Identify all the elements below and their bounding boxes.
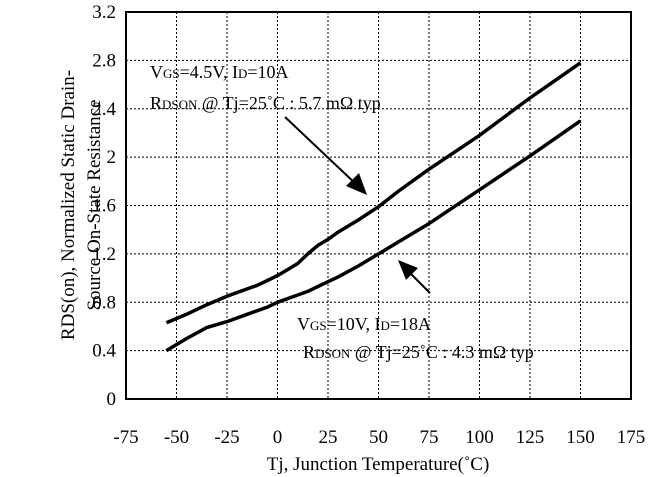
annotation-arrow-1 [284, 116, 367, 195]
annotation-2-line2: RDSON @ Tj=25˚C : 4.3 mΩ typ [303, 342, 534, 362]
y-tick-label: 0.4 [92, 341, 116, 362]
x-tick-label: 100 [465, 427, 494, 448]
y-tick-label: 0.8 [92, 292, 116, 313]
annotation-vgs-4p5: VGS=4.5V, ID=10A RDSON @ Tj=25˚C : 5.7 m… [150, 62, 381, 113]
annotation-vgs-10: VGS=10V, ID=18A RDSON @ Tj=25˚C : 4.3 mΩ… [297, 314, 534, 362]
y-axis-title-line2: Source On-State Resistance [84, 99, 105, 310]
y-tick-label: 3.2 [92, 2, 116, 23]
annotation-1-line2: RDSON @ Tj=25˚C : 5.7 mΩ typ [150, 93, 381, 113]
y-tick-label: 2 [107, 147, 117, 168]
plot-frame [125, 11, 632, 400]
x-tick-label: -50 [164, 427, 189, 448]
x-axis-title: Tj, Junction Temperature(˚C) [267, 454, 490, 475]
y-axis-title: RDS(on), Normalized Static Drain- Source… [58, 70, 105, 340]
y-tick-label: 1.6 [92, 196, 116, 217]
y-tick-label: 1.2 [92, 244, 116, 265]
x-tick-label: 75 [420, 427, 439, 448]
series-layer [165, 61, 582, 353]
x-tick-label: 175 [617, 427, 646, 448]
x-tick-label: -25 [214, 427, 239, 448]
annotation-2-line1: VGS=10V, ID=18A [297, 314, 431, 334]
y-axis-title-line1: RDS(on), Normalized Static Drain- [58, 70, 79, 340]
y-tick-label: 0 [107, 389, 117, 410]
x-tick-labels: -75 -50 -25 0 25 50 75 100 125 150 175 [113, 427, 645, 448]
y-tick-label: 2.8 [92, 50, 116, 71]
y-tick-labels: 0 0.4 0.8 1.2 1.6 2 2.4 2.8 3.2 [92, 2, 116, 410]
series-line-1 [165, 61, 582, 325]
annotation-1-line1: VGS=4.5V, ID=10A [150, 62, 289, 82]
annotation-arrow-2 [398, 260, 431, 294]
x-tick-label: 50 [369, 427, 388, 448]
x-tick-label: 150 [566, 427, 595, 448]
x-tick-label: -75 [113, 427, 138, 448]
series-line-2 [165, 119, 582, 353]
y-tick-label: 2.4 [92, 99, 116, 120]
x-tick-label: 0 [273, 427, 283, 448]
x-tick-label: 25 [319, 427, 338, 448]
x-tick-label: 125 [516, 427, 545, 448]
